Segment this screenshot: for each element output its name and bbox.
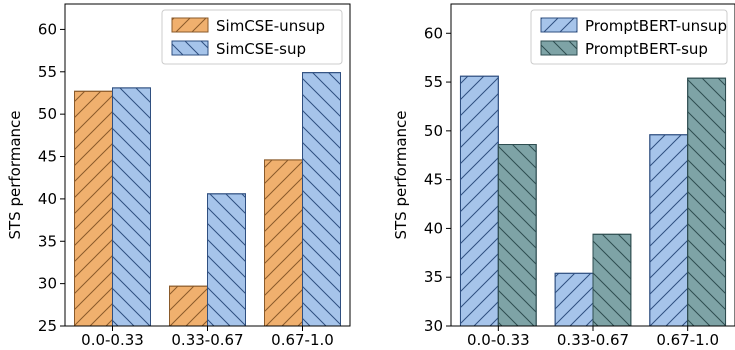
y-ticks-left: 25 30 35 40 45 50 55 60 bbox=[38, 20, 65, 335]
legend-swatch-hatch bbox=[171, 40, 209, 56]
bar-hatch bbox=[112, 87, 151, 327]
y-tick-label: 50 bbox=[424, 122, 443, 140]
y-tick-label: 35 bbox=[424, 268, 443, 286]
bar-hatch bbox=[169, 285, 208, 327]
plot-frame-left bbox=[64, 3, 351, 327]
x-tick-label: 0.67-1.0 bbox=[656, 331, 719, 349]
x-ticks-right: 0.0-0.33 0.33-0.67 0.67-1.0 bbox=[467, 326, 719, 349]
y-tick-label: 45 bbox=[38, 148, 57, 166]
bar-hatch bbox=[554, 272, 594, 327]
y-axis-label-right: STS performance bbox=[392, 110, 410, 239]
y-tick-label: 45 bbox=[424, 171, 443, 189]
bar-hatch bbox=[459, 75, 499, 327]
legend-swatch-hatch bbox=[171, 17, 209, 33]
y-tick-label: 25 bbox=[38, 317, 57, 335]
legend-label-simcse-sup: SimCSE-sup bbox=[216, 40, 306, 58]
bar-hatch bbox=[302, 72, 341, 327]
y-tick-label: 30 bbox=[424, 317, 443, 335]
y-tick-label: 55 bbox=[38, 63, 57, 81]
y-axis-label-left: STS performance bbox=[6, 110, 24, 239]
x-tick-label: 0.33-0.67 bbox=[171, 331, 243, 349]
y-tick-label: 35 bbox=[38, 232, 57, 250]
x-tick-label: 0.0-0.33 bbox=[467, 331, 530, 349]
bar-hatch bbox=[649, 134, 689, 327]
bar-hatch bbox=[592, 233, 632, 327]
y-ticks-right: 30 35 40 45 50 55 60 bbox=[424, 24, 451, 335]
bars-right bbox=[459, 75, 727, 327]
legend-box bbox=[530, 9, 728, 65]
bar-hatch bbox=[207, 193, 246, 327]
x-tick-label: 0.0-0.33 bbox=[81, 331, 144, 349]
x-tick-label: 0.67-1.0 bbox=[271, 331, 334, 349]
bars-left bbox=[74, 72, 341, 327]
bar-hatch bbox=[74, 90, 113, 327]
chart-left: STS performance 25 30 35 40 45 50 55 60 0.0-0.3… bbox=[6, 3, 351, 349]
legend-right: PromptBERT-unsup PromptBERT-sup bbox=[530, 9, 728, 65]
y-tick-label: 55 bbox=[424, 73, 443, 91]
y-tick-label: 50 bbox=[38, 105, 57, 123]
y-tick-label: 40 bbox=[424, 219, 443, 237]
chart-right: STS performance 30 35 40 45 50 55 60 0.0-0.33 … bbox=[392, 3, 735, 349]
y-tick-label: 30 bbox=[38, 275, 57, 293]
plot-frame-right bbox=[450, 3, 735, 327]
x-ticks-left: 0.0-0.33 0.33-0.67 0.67-1.0 bbox=[81, 326, 334, 349]
bar-hatch bbox=[687, 77, 727, 327]
bar-hatch bbox=[497, 144, 537, 327]
y-tick-label: 60 bbox=[424, 24, 443, 42]
legend-left: SimCSE-unsup SimCSE-sup bbox=[161, 9, 343, 65]
legend-label-simcse-unsup: SimCSE-unsup bbox=[216, 17, 325, 35]
x-tick-label: 0.33-0.67 bbox=[557, 331, 629, 349]
legend-label-promptbert-sup: PromptBERT-sup bbox=[585, 40, 708, 58]
legend-swatch-hatch bbox=[540, 17, 578, 33]
bar-hatch bbox=[264, 159, 303, 327]
y-tick-label: 40 bbox=[38, 190, 57, 208]
y-tick-label: 60 bbox=[38, 20, 57, 38]
legend-swatch-hatch bbox=[540, 40, 578, 56]
legend-label-promptbert-unsup: PromptBERT-unsup bbox=[585, 17, 727, 35]
